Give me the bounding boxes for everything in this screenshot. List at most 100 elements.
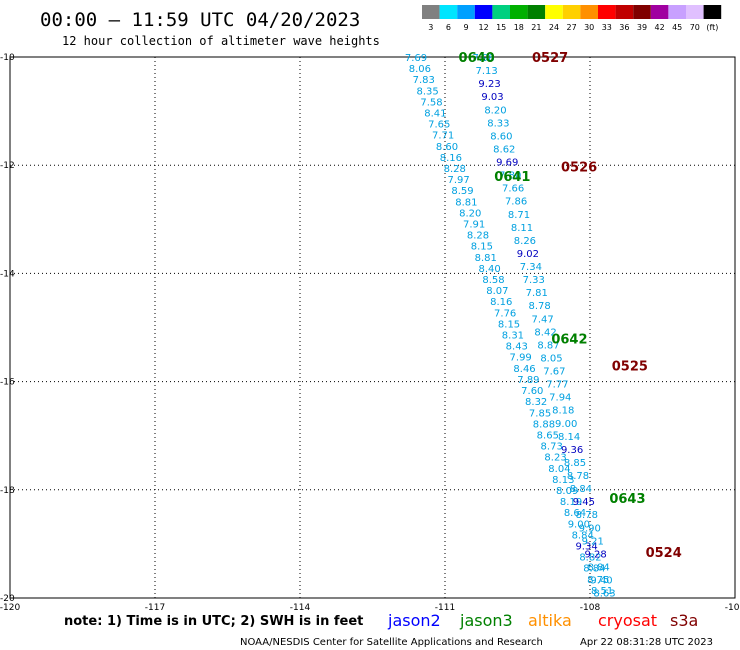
wave-height-value: 8.43 xyxy=(506,342,528,353)
wave-height-value: 8.82 xyxy=(579,553,601,564)
color-scale: 3 6 9 12 15 18 21 24 27 30 33 36 39 42 45 70 (ft) xyxy=(422,5,722,32)
page-title: 00:00 – 11:59 UTC 04/20/2023 xyxy=(40,9,360,31)
satellite-legend: jason2 jason3 altika cryosat s3a xyxy=(387,611,698,630)
wave-height-value: 8.13 xyxy=(552,475,574,486)
scale-swatch xyxy=(598,5,616,19)
scale-swatch xyxy=(580,5,598,19)
wave-height-value: 8.09 xyxy=(556,486,578,497)
wave-height-value: 9.28 xyxy=(585,549,607,560)
satellite-jason3: jason3 xyxy=(459,611,513,630)
wave-height-value: 9.69 xyxy=(496,158,518,169)
scale-swatch xyxy=(457,5,475,19)
scale-label: 33 xyxy=(602,23,612,32)
scale-label: 6 xyxy=(446,23,451,32)
scale-swatch xyxy=(668,5,686,19)
wave-height-value: 8.78 xyxy=(567,471,589,482)
wave-height-value: 8.16 xyxy=(440,153,462,164)
scale-swatch xyxy=(527,5,546,19)
wave-height-value: 8.63 xyxy=(593,589,615,600)
wave-height-value: 8.81 xyxy=(475,253,497,264)
wave-height-value: 7.71 xyxy=(432,131,454,142)
lon-tick-label: -105 xyxy=(725,603,740,613)
wave-height-value: 7.13 xyxy=(475,66,497,77)
wave-height-value: 8.15 xyxy=(498,319,520,330)
wave-height-value: 7.58 xyxy=(420,97,442,108)
map-frame xyxy=(9,56,736,599)
scale-label: 42 xyxy=(655,23,665,32)
scale-label: 9 xyxy=(463,23,468,32)
pass-time-label: 0524 xyxy=(646,546,682,561)
lon-tick-label: -108 xyxy=(580,603,601,613)
lat-tick-label: -14 xyxy=(0,269,15,279)
wave-height-value: 9.03 xyxy=(481,92,503,103)
wave-height-tracks: 7.698.067.838.357.588.417.657.718.608.16… xyxy=(405,53,616,600)
wave-height-value: 8.75 xyxy=(587,575,609,586)
wave-height-value: 9.00 xyxy=(555,419,577,430)
wave-height-value: 7.60 xyxy=(521,386,543,397)
wave-height-value: 7.69 xyxy=(405,53,427,64)
satellite-altika: altika xyxy=(528,611,572,630)
wave-height-value: 8.51 xyxy=(591,586,613,597)
wave-height-value: 8.35 xyxy=(416,86,438,97)
wave-height-value: 7.33 xyxy=(523,275,545,286)
lon-tick-label: -120 xyxy=(0,603,20,613)
wave-height-value: 8.58 xyxy=(482,275,504,286)
lat-tick-label: -12 xyxy=(0,161,15,171)
wave-height-value: 8.32 xyxy=(525,397,547,408)
wave-height-value: 8.78 xyxy=(576,510,598,521)
wave-height-value: 8.28 xyxy=(444,164,466,175)
wave-height-value: 7.94 xyxy=(549,393,571,404)
wave-height-value: 8.20 xyxy=(484,105,506,116)
scale-label: 27 xyxy=(567,23,577,32)
wave-height-value: 8.85 xyxy=(564,458,586,469)
wave-height-value: 7.99 xyxy=(510,353,532,364)
wave-height-value: 8.15 xyxy=(471,242,493,253)
wave-height-value: 8.71 xyxy=(508,210,530,221)
scale-label: 70 xyxy=(690,23,700,32)
scale-label: 18 xyxy=(514,23,524,32)
pass-labels: 0640 0527 0526 0641 0642 0525 0643 0524 xyxy=(459,51,682,561)
wave-height-value: 8.16 xyxy=(490,297,512,308)
wave-height-value: 8.84 xyxy=(583,564,605,575)
wave-height-value: 8.65 xyxy=(537,430,559,441)
wave-height-value: 8.60 xyxy=(436,142,458,153)
wave-height-value: 8.84 xyxy=(572,530,594,541)
axis-tick-labels: -120 -117 -114 -111 -108 -105 -10 -12 -14 -16 -18 -… xyxy=(0,53,740,613)
wave-height-value: 7.86 xyxy=(505,197,527,208)
wave-height-value: 8.42 xyxy=(534,327,556,338)
wave-height-value: 8.19 xyxy=(560,497,582,508)
page-subtitle: 12 hour collection of altimeter wave hei… xyxy=(62,34,380,48)
wave-height-value: 9.00 xyxy=(568,519,590,530)
wave-height-value: 8.06 xyxy=(409,64,431,75)
wave-height-value: 7.67 xyxy=(543,367,565,378)
wave-height-value: 9.36 xyxy=(561,445,583,456)
pass-time-label: 0643 xyxy=(609,492,645,507)
wave-height-value: 8.46 xyxy=(513,364,535,375)
scale-swatch xyxy=(633,5,651,19)
wave-height-value: 8.60 xyxy=(490,131,512,142)
lat-tick-label: -16 xyxy=(0,378,15,388)
wave-height-value: 9.21 xyxy=(582,536,604,547)
wave-height-value: 8.31 xyxy=(502,331,524,342)
graticule xyxy=(10,57,735,598)
satellite-s3a: s3a xyxy=(670,611,698,630)
scale-swatch xyxy=(615,5,634,19)
lon-tick-label: -111 xyxy=(435,603,455,613)
scale-label: 30 xyxy=(584,23,594,32)
wave-height-value: 8.81 xyxy=(455,197,477,208)
wave-height-value: 7.76 xyxy=(494,308,516,319)
scale-label: 15 xyxy=(496,23,506,32)
wave-height-value: 9.23 xyxy=(478,79,500,90)
wave-height-value: 8.62 xyxy=(493,144,515,155)
wave-height-value: 8.78 xyxy=(529,301,551,312)
wave-height-value: 8.84 xyxy=(570,484,592,495)
wave-height-value: 8.20 xyxy=(459,208,481,219)
scale-swatch xyxy=(474,5,493,19)
wave-height-value: 8.73 xyxy=(541,442,563,453)
scale-swatch xyxy=(703,5,722,19)
wave-height-value: 8.64 xyxy=(564,508,586,519)
wave-height-value: 8.41 xyxy=(424,109,446,120)
scale-label: 21 xyxy=(531,23,541,32)
lat-tick-label: -10 xyxy=(0,53,15,63)
